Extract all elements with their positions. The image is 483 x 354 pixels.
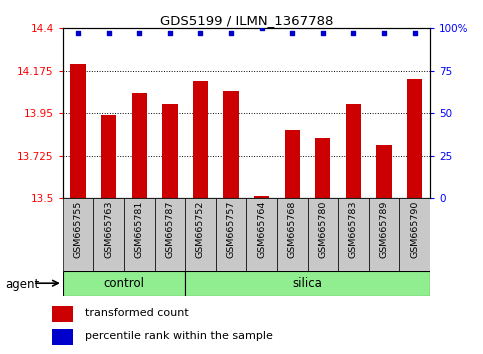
Point [350, 30, 357, 36]
Point [319, 30, 327, 36]
Text: control: control [103, 277, 144, 290]
Bar [315, 138, 330, 198]
Bar [399, 198, 430, 271]
Text: GSM665780: GSM665780 [318, 200, 327, 258]
Bar [376, 145, 392, 198]
Title: GDS5199 / ILMN_1367788: GDS5199 / ILMN_1367788 [160, 14, 333, 27]
Bar [223, 91, 239, 198]
Point [380, 30, 388, 36]
Text: GSM665755: GSM665755 [73, 200, 83, 258]
Bar [246, 198, 277, 271]
Bar [63, 271, 185, 296]
Point [227, 30, 235, 36]
Bar [407, 79, 422, 198]
Bar [193, 81, 208, 198]
Bar [185, 198, 216, 271]
Text: GSM665768: GSM665768 [288, 200, 297, 258]
Point [288, 30, 296, 36]
Bar [254, 196, 270, 198]
Bar [216, 198, 246, 271]
Text: GSM665757: GSM665757 [227, 200, 236, 258]
Point [258, 25, 266, 31]
Bar [124, 198, 155, 271]
Bar [93, 198, 124, 271]
Point [74, 30, 82, 36]
Bar [53, 329, 73, 345]
Bar [284, 130, 300, 198]
Bar [277, 198, 308, 271]
Text: GSM665763: GSM665763 [104, 200, 113, 258]
Bar [53, 306, 73, 321]
Text: GSM665752: GSM665752 [196, 200, 205, 258]
Point [135, 30, 143, 36]
Bar [338, 198, 369, 271]
Point [166, 30, 174, 36]
Text: silica: silica [293, 277, 323, 290]
Bar [131, 92, 147, 198]
Bar [369, 198, 399, 271]
Bar [63, 198, 93, 271]
Bar [308, 198, 338, 271]
Text: GSM665787: GSM665787 [165, 200, 174, 258]
Text: GSM665781: GSM665781 [135, 200, 144, 258]
Text: GSM665790: GSM665790 [410, 200, 419, 258]
Text: GSM665789: GSM665789 [380, 200, 388, 258]
Bar [155, 198, 185, 271]
Text: percentile rank within the sample: percentile rank within the sample [85, 331, 273, 341]
Bar [71, 64, 86, 198]
Point [411, 30, 418, 36]
Text: transformed count: transformed count [85, 308, 189, 318]
Bar [346, 104, 361, 198]
Point [105, 30, 113, 36]
Text: GSM665764: GSM665764 [257, 200, 266, 258]
Bar [101, 115, 116, 198]
Text: agent: agent [5, 278, 39, 291]
Text: GSM665783: GSM665783 [349, 200, 358, 258]
Bar [185, 271, 430, 296]
Point [197, 30, 204, 36]
Bar [162, 104, 177, 198]
